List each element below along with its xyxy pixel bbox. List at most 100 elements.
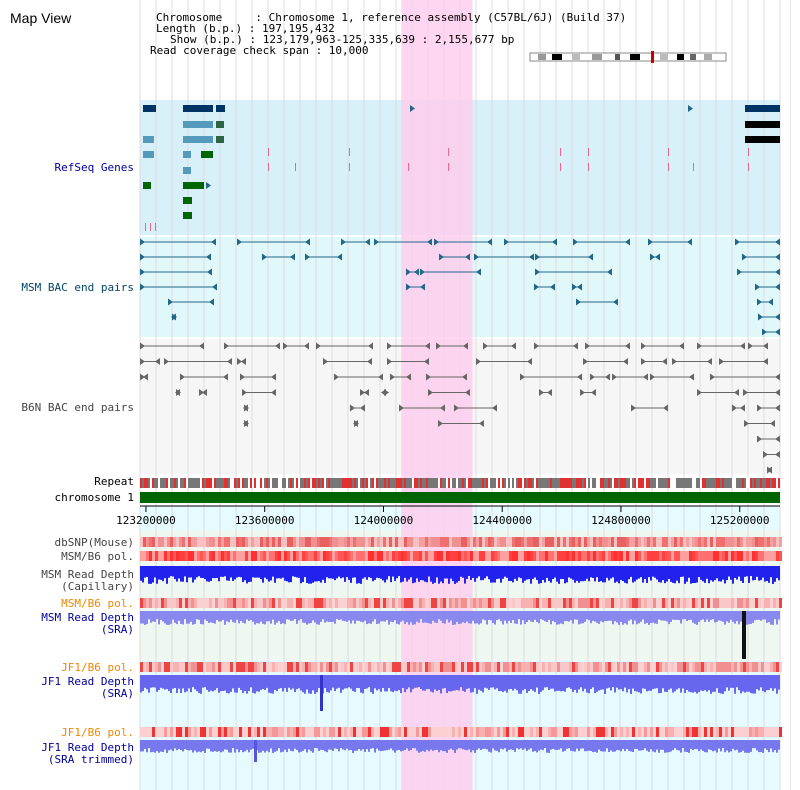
b6n-bac-pair-end[interactable] <box>140 358 145 365</box>
b6n-bac-pair-end[interactable] <box>643 373 648 381</box>
b6n-bac-pair-end[interactable] <box>283 342 288 350</box>
b6n-bac-pair-end[interactable] <box>378 373 383 381</box>
b6n-bac-pair-end[interactable] <box>623 358 628 365</box>
b6n-bac-pair-end[interactable] <box>164 358 169 365</box>
b6n-bac-pair-end[interactable] <box>241 358 246 365</box>
b6n-bac-pair-end[interactable] <box>748 342 753 350</box>
chromosome-ideogram[interactable] <box>529 51 727 63</box>
msm-bac-pair-end[interactable] <box>206 253 211 261</box>
b6n-bac-pair-end[interactable] <box>140 342 145 350</box>
msm-bac-pair-end[interactable] <box>655 253 660 261</box>
b6n-bac-pair-end[interactable] <box>573 342 578 350</box>
msm-bac-pair-end[interactable] <box>648 238 653 246</box>
b6n-bac-pair-end[interactable] <box>734 389 739 396</box>
b6n-bac-pair-end[interactable] <box>763 358 768 365</box>
msm-bac-pair-end[interactable] <box>406 268 411 276</box>
b6n-bac-pair-end[interactable] <box>367 358 372 365</box>
msm-bac-pair-end[interactable] <box>420 283 425 291</box>
msm-bac-pair-end[interactable] <box>465 253 470 261</box>
selected-region-highlight[interactable] <box>401 0 473 790</box>
gene-feature[interactable] <box>745 105 780 112</box>
b6n-bac-pair-end[interactable] <box>511 342 516 350</box>
b6n-bac-pair-end[interactable] <box>360 404 365 412</box>
b6n-bac-pair-end[interactable] <box>387 358 392 365</box>
b6n-bac-pair-end[interactable] <box>316 342 321 350</box>
msm-bac-pair-end[interactable] <box>209 298 214 306</box>
b6n-bac-pair-end[interactable] <box>399 404 404 412</box>
b6n-bac-pair-end[interactable] <box>697 342 702 350</box>
msm-bac-pair-end[interactable] <box>775 283 780 291</box>
gene-feature[interactable] <box>143 182 151 189</box>
b6n-bac-pair-end[interactable] <box>775 389 780 396</box>
b6n-bac-pair-end[interactable] <box>662 358 667 365</box>
b6n-bac-pair-end[interactable] <box>199 389 204 396</box>
b6n-bac-pair-end[interactable] <box>479 420 484 427</box>
b6n-bac-pair-end[interactable] <box>534 342 539 350</box>
b6n-bac-pair-end[interactable] <box>454 404 459 412</box>
msm-bac-pair-end[interactable] <box>305 253 310 261</box>
gene-feature[interactable] <box>183 212 192 219</box>
msm-bac-pair-end[interactable] <box>434 238 439 246</box>
b6n-bac-pair-end[interactable] <box>775 435 780 443</box>
msm-bac-pair-end[interactable] <box>237 238 242 246</box>
b6n-bac-pair-end[interactable] <box>483 342 488 350</box>
msm-bac-pair-end[interactable] <box>487 238 492 246</box>
b6n-bac-pair-end[interactable] <box>740 404 745 412</box>
msm-bac-pair-end[interactable] <box>365 238 370 246</box>
b6n-bac-pair-end[interactable] <box>476 358 481 365</box>
b6n-bac-pair-end[interactable] <box>732 404 737 412</box>
b6n-bac-pair-end[interactable] <box>243 404 248 412</box>
msm-bac-pair-end[interactable] <box>427 238 432 246</box>
b6n-bac-pair-end[interactable] <box>763 451 768 458</box>
msm-bac-pair-end[interactable] <box>768 298 773 306</box>
b6n-bac-pair-end[interactable] <box>577 373 582 381</box>
msm-bac-pair-end[interactable] <box>476 268 481 276</box>
msm-bac-pair-end[interactable] <box>211 238 216 246</box>
b6n-bac-pair-end[interactable] <box>271 373 276 381</box>
b6n-bac-pair-end[interactable] <box>304 342 309 350</box>
msm-bac-pair-end[interactable] <box>762 328 767 336</box>
b6n-bac-pair-end[interactable] <box>650 373 655 381</box>
b6n-bac-pair-end[interactable] <box>387 342 392 350</box>
b6n-bac-pair-end[interactable] <box>364 389 369 396</box>
gene-feature[interactable] <box>216 105 225 112</box>
b6n-bac-pair-end[interactable] <box>368 342 373 350</box>
b6n-bac-pair-end[interactable] <box>520 373 525 381</box>
msm-bac-pair-end[interactable] <box>474 253 479 261</box>
gene-feature[interactable] <box>745 136 780 143</box>
msm-bac-pair-end[interactable] <box>140 238 145 246</box>
msm-bac-label[interactable]: MSM BAC end pairs <box>21 281 134 294</box>
msm-bac-pair-end[interactable] <box>742 253 747 261</box>
b6n-bac-pair-end[interactable] <box>719 358 724 365</box>
b6n-bac-pair-end[interactable] <box>539 389 544 396</box>
gene-feature[interactable] <box>183 121 213 128</box>
b6n-bac-pair-end[interactable] <box>689 373 694 381</box>
gene-feature[interactable] <box>183 105 213 112</box>
b6n-bac-pair-end[interactable] <box>743 389 748 396</box>
msm-bac-pair-end[interactable] <box>140 268 145 276</box>
b6n-bac-pair-end[interactable] <box>155 358 160 365</box>
gene-feature[interactable] <box>216 121 224 128</box>
b6n-bac-pair-end[interactable] <box>625 342 630 350</box>
b6n-bac-pair-end[interactable] <box>438 420 443 427</box>
b6n-bac-pair-end[interactable] <box>381 389 386 396</box>
msm-bac-pair-end[interactable] <box>735 238 740 246</box>
msm-bac-pair-end[interactable] <box>414 268 419 276</box>
msm-bac-pair-end[interactable] <box>577 283 582 291</box>
refseq-genes-label[interactable]: RefSeq Genes <box>55 161 134 174</box>
b6n-bac-pair-end[interactable] <box>424 358 429 365</box>
gene-feature[interactable] <box>183 167 191 174</box>
b6n-bac-pair-end[interactable] <box>240 373 245 381</box>
b6n-bac-pair-end[interactable] <box>271 389 276 396</box>
b6n-bac-pair-end[interactable] <box>547 389 552 396</box>
msm-bac-pair-end[interactable] <box>140 253 145 261</box>
gene-feature[interactable] <box>143 151 154 158</box>
repeat-track[interactable] <box>140 478 780 488</box>
b6n-bac-pair-end[interactable] <box>757 435 762 443</box>
gene-feature[interactable] <box>745 121 780 128</box>
b6n-bac-pair-end[interactable] <box>585 342 590 350</box>
b6n-bac-pair-end[interactable] <box>492 404 497 412</box>
msm-bac-pair-end[interactable] <box>573 238 578 246</box>
b6n-bac-label[interactable]: B6N BAC end pairs <box>21 401 134 414</box>
b6n-bac-pair-end[interactable] <box>426 373 431 381</box>
